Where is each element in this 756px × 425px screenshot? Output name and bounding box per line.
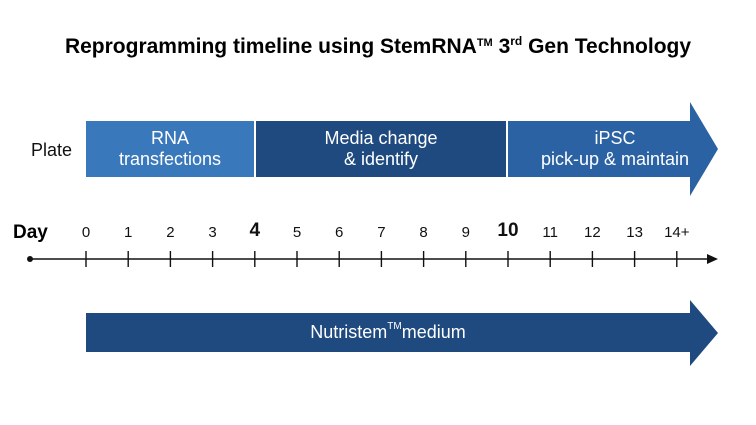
tick-label: 2 <box>166 224 175 241</box>
tick-label: 1 <box>124 224 133 241</box>
tick-label: 10 <box>497 220 519 241</box>
medium-arrowhead <box>690 300 718 366</box>
tick-label: 6 <box>335 224 344 241</box>
tick-label: 4 <box>249 220 261 241</box>
axis-start-dot <box>27 256 33 262</box>
phase-arrowhead <box>690 102 718 196</box>
tick-label: 12 <box>584 224 601 241</box>
plate-label: Plate <box>31 140 73 160</box>
tick-label: 11 <box>542 224 558 241</box>
tick-label: 9 <box>461 224 470 241</box>
phase-ipsc-pickup: iPSC pick-up & maintain <box>508 121 690 177</box>
phase-rna-transfections: RNA transfections <box>86 121 254 177</box>
tick-label: 13 <box>626 224 643 241</box>
axis-arrowhead <box>707 254 718 264</box>
phase-media-change: Media change & identify <box>256 121 506 177</box>
axis-day-label: Day <box>13 222 48 243</box>
tick-label: 3 <box>208 224 217 241</box>
nutristem-medium-bar: Nutristem TM medium <box>86 313 690 352</box>
tick-label: 5 <box>292 224 302 241</box>
tick-label: 8 <box>419 224 428 241</box>
tick-label: 0 <box>81 224 91 241</box>
tick-label: 7 <box>377 224 386 241</box>
page-title: Reprogramming timeline using StemRNATM 3… <box>64 34 692 58</box>
tick-label: 14+ <box>664 224 690 241</box>
